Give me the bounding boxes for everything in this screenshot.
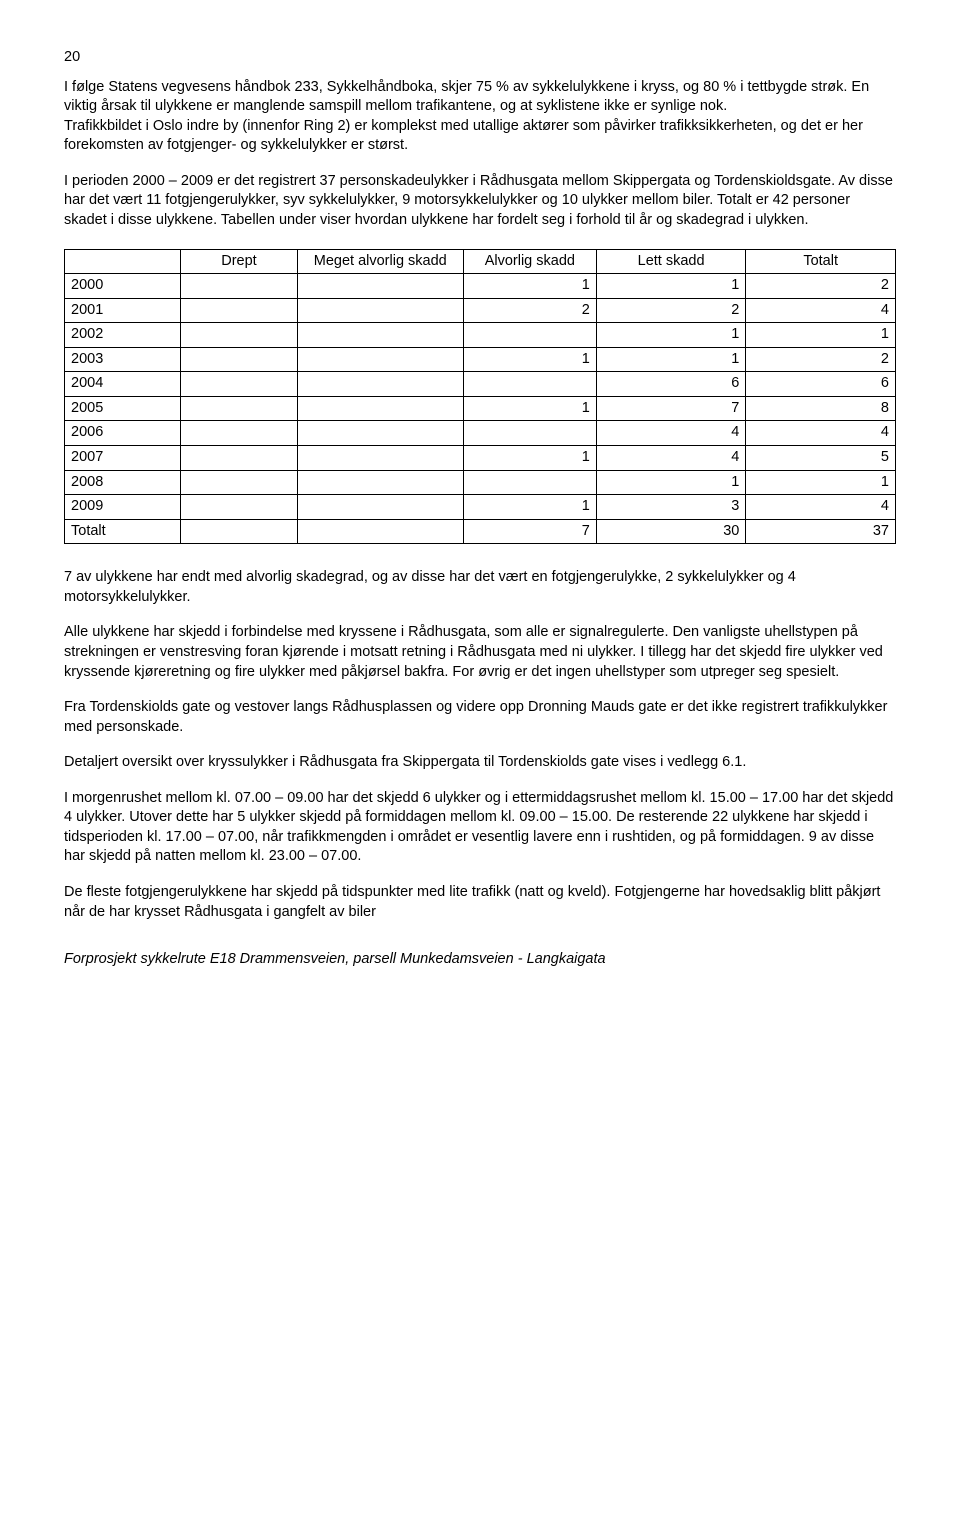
table-row: 2009 134 [65,495,896,520]
row-cell: 4 [746,421,896,446]
paragraph-4: Alle ulykkene har skjedd i forbindelse m… [64,623,896,682]
row-cell: 1 [463,396,596,421]
row-label: 2005 [65,396,181,421]
row-cell: 6 [596,372,746,397]
paragraph-8: De fleste fotgjengerulykkene har skjedd … [64,883,896,922]
row-cell: 4 [746,298,896,323]
row-cell [297,298,463,323]
row-cell: 1 [596,347,746,372]
th-3: Alvorlig skadd [463,249,596,274]
paragraph-1: I følge Statens vegvesens håndbok 233, S… [64,78,896,117]
row-cell: 8 [746,396,896,421]
table-row: 2002 11 [65,323,896,348]
row-cell: 3 [596,495,746,520]
th-1: Drept [181,249,297,274]
row-cell [181,396,297,421]
th-5: Totalt [746,249,896,274]
row-cell [297,396,463,421]
row-cell: 4 [596,421,746,446]
row-cell: 2 [746,274,896,299]
table-header-row: Drept Meget alvorlig skadd Alvorlig skad… [65,249,896,274]
th-2: Meget alvorlig skadd [297,249,463,274]
table-row: 2000112 [65,274,896,299]
table-row: Totalt 73037 [65,519,896,544]
table-row: 2001224 [65,298,896,323]
row-cell: 4 [596,446,746,471]
row-cell: 7 [596,396,746,421]
table-row: 2004 66 [65,372,896,397]
row-cell [297,323,463,348]
row-label: 2001 [65,298,181,323]
row-cell [181,274,297,299]
paragraph-2: I perioden 2000 – 2009 er det registrert… [64,172,896,231]
row-cell [297,495,463,520]
row-cell [463,470,596,495]
row-cell [181,421,297,446]
row-cell: 1 [746,470,896,495]
th-0 [65,249,181,274]
row-label: 2003 [65,347,181,372]
row-cell: 5 [746,446,896,471]
table-row: 2006 44 [65,421,896,446]
row-cell [297,519,463,544]
page-number: 20 [64,48,896,68]
table-row: 2007 145 [65,446,896,471]
row-label: 2004 [65,372,181,397]
paragraph-7: I morgenrushet mellom kl. 07.00 – 09.00 … [64,789,896,867]
row-cell: 1 [596,274,746,299]
row-cell [181,298,297,323]
row-label: 2007 [65,446,181,471]
row-cell: 1 [596,323,746,348]
row-cell: 1 [463,495,596,520]
row-cell: 37 [746,519,896,544]
row-cell [181,495,297,520]
row-cell: 30 [596,519,746,544]
row-label: 2008 [65,470,181,495]
row-cell: 2 [596,298,746,323]
row-cell: 2 [463,298,596,323]
row-cell [297,347,463,372]
row-cell [181,470,297,495]
row-cell [297,274,463,299]
paragraph-3: 7 av ulykkene har endt med alvorlig skad… [64,568,896,607]
row-cell [181,347,297,372]
table-head: Drept Meget alvorlig skadd Alvorlig skad… [65,249,896,274]
row-cell [297,421,463,446]
row-label: Totalt [65,519,181,544]
row-label: 2006 [65,421,181,446]
row-cell [181,323,297,348]
row-cell: 1 [463,446,596,471]
row-cell: 4 [746,495,896,520]
table-body: 2000112200122420021120031122004662005178… [65,274,896,544]
row-label: 2002 [65,323,181,348]
row-cell: 2 [746,347,896,372]
accident-table: Drept Meget alvorlig skadd Alvorlig skad… [64,249,896,545]
paragraph-6: Detaljert oversikt over kryssulykker i R… [64,753,896,773]
table-row: 2003112 [65,347,896,372]
row-cell [297,446,463,471]
row-label: 2009 [65,495,181,520]
row-cell [297,470,463,495]
row-label: 2000 [65,274,181,299]
row-cell [181,519,297,544]
row-cell: 7 [463,519,596,544]
table-row: 2005 178 [65,396,896,421]
row-cell [181,446,297,471]
row-cell: 1 [463,347,596,372]
row-cell: 1 [746,323,896,348]
row-cell [297,372,463,397]
row-cell [463,421,596,446]
th-4: Lett skadd [596,249,746,274]
paragraph-5: Fra Tordenskiolds gate og vestover langs… [64,698,896,737]
row-cell [463,372,596,397]
footer-text: Forprosjekt sykkelrute E18 Drammensveien… [64,950,896,970]
row-cell [181,372,297,397]
row-cell: 6 [746,372,896,397]
paragraph-1b: Trafikkbildet i Oslo indre by (innenfor … [64,117,896,156]
row-cell: 1 [463,274,596,299]
row-cell: 1 [596,470,746,495]
table-row: 2008 11 [65,470,896,495]
row-cell [463,323,596,348]
